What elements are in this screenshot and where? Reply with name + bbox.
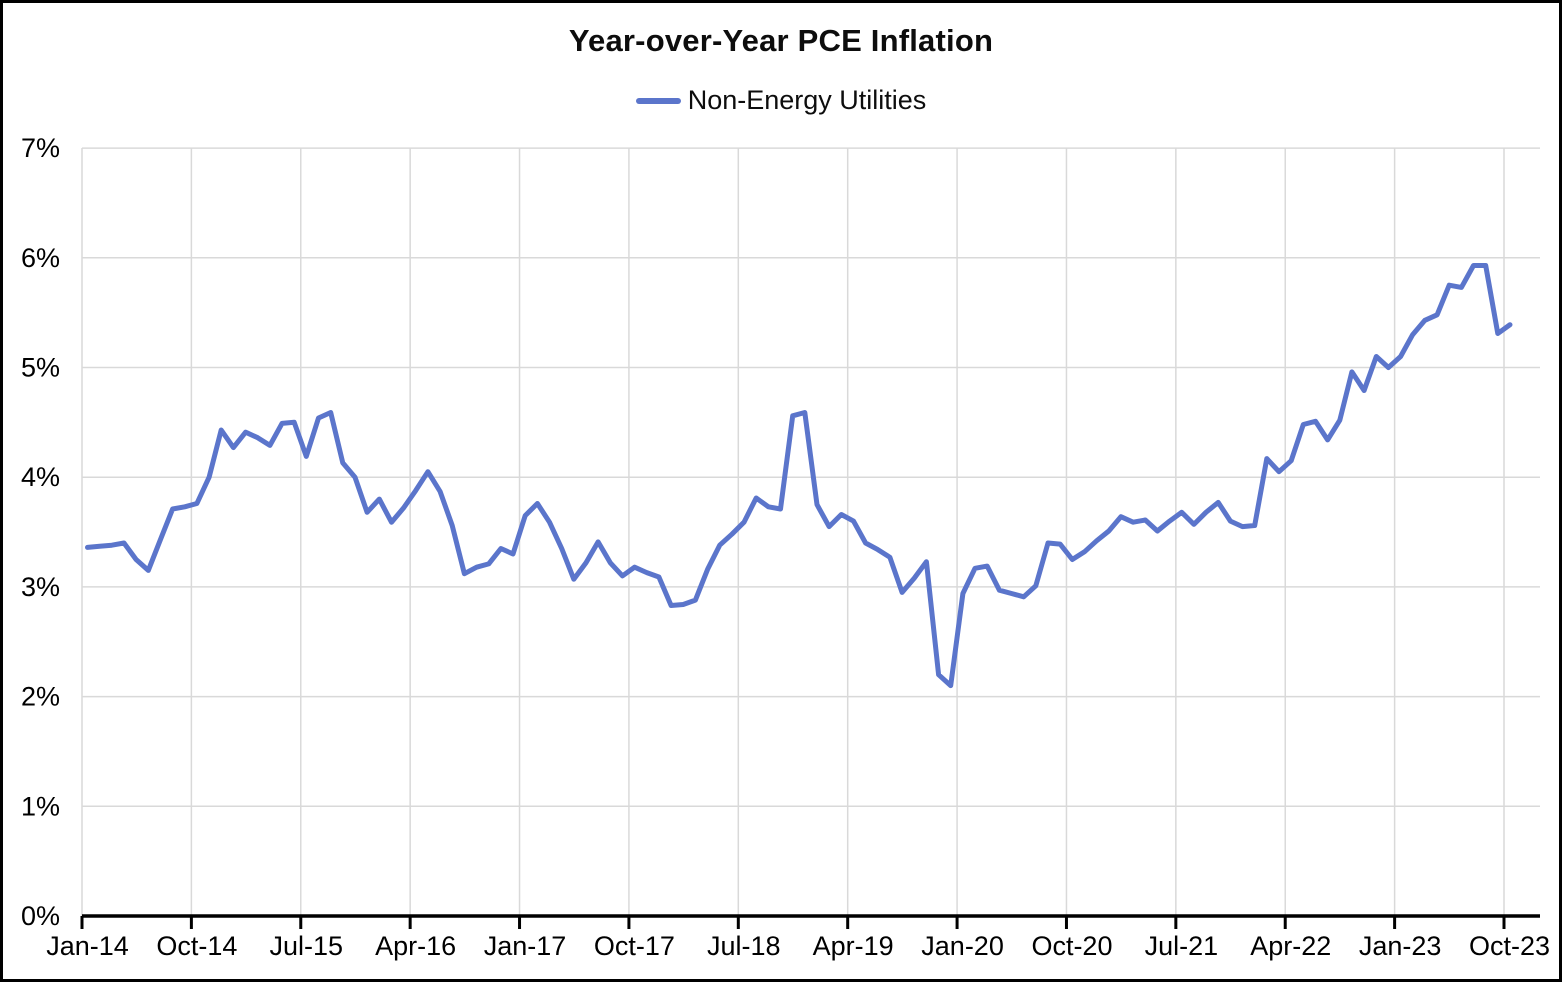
x-axis-label: Oct-20 xyxy=(1031,931,1112,961)
y-axis-label: 7% xyxy=(21,133,60,163)
y-axis-label: 0% xyxy=(21,901,60,931)
x-axis-label: Jul-21 xyxy=(1145,931,1219,961)
x-axis-label: Jan-23 xyxy=(1359,931,1442,961)
y-axis-label: 4% xyxy=(21,462,60,492)
y-axis-label: 2% xyxy=(21,682,60,712)
y-axis-label: 3% xyxy=(21,572,60,602)
x-axis-label: Jul-18 xyxy=(707,931,781,961)
x-axis-label: Jan-17 xyxy=(484,931,567,961)
data-line-non-energy-utilities xyxy=(85,263,1513,689)
legend-label: Non-Energy Utilities xyxy=(687,85,927,115)
x-axis-label: Oct-14 xyxy=(156,931,237,961)
legend: Non-Energy Utilities xyxy=(3,85,1559,116)
x-axis-label: Jan-14 xyxy=(46,931,129,961)
x-axis-label: Oct-23 xyxy=(1469,931,1550,961)
y-axis-label: 6% xyxy=(21,243,60,273)
x-axis-label: Apr-22 xyxy=(1250,931,1331,961)
x-axis-label: Jan-20 xyxy=(921,931,1004,961)
line-chart: 0% 1% 2% 3% 4% 5% 6% 7% Jan-14 Oct-14 Jul-15 Apr-16… xyxy=(21,133,1550,961)
chart-title: Year-over-Year PCE Inflation xyxy=(568,23,994,58)
y-axis-label: 5% xyxy=(21,353,60,383)
legend-line-swatch xyxy=(635,97,681,104)
x-axis-label: Jul-15 xyxy=(269,931,343,961)
x-axis-label: Apr-16 xyxy=(375,931,456,961)
x-axis-label: Oct-17 xyxy=(594,931,675,961)
y-axis-label: 1% xyxy=(21,791,60,821)
x-axis-label: Apr-19 xyxy=(813,931,894,961)
